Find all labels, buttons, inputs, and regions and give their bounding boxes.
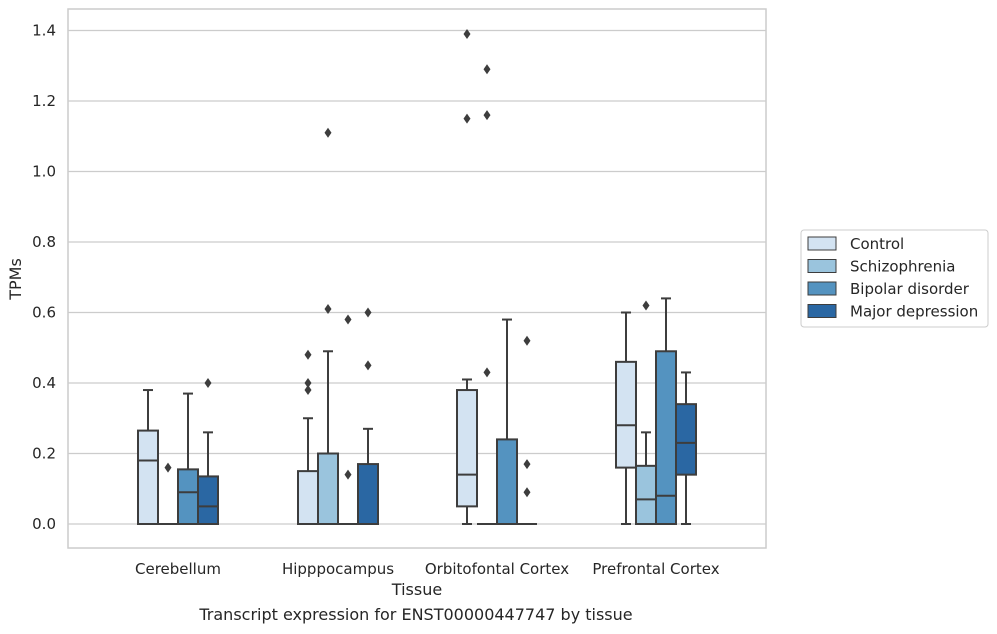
y-tick-label: 0.8 — [32, 233, 56, 251]
legend-swatch — [807, 236, 837, 251]
gridlines — [68, 29, 766, 525]
box — [177, 468, 199, 525]
outlier-point — [324, 127, 332, 138]
box — [297, 470, 319, 525]
y-axis-label: TPMs — [6, 258, 25, 301]
outlier-point — [324, 303, 332, 314]
outlier-point — [483, 110, 491, 121]
outlier-point — [523, 335, 531, 346]
legend-swatch — [807, 259, 837, 273]
series-bipolar-disorder — [177, 297, 677, 525]
box — [197, 475, 219, 526]
x-tick-label: Cerebellum — [135, 560, 221, 578]
x-tick-label: Orbitofontal Cortex — [425, 560, 569, 578]
outlier-point — [463, 29, 471, 40]
box — [496, 438, 518, 525]
outlier-point — [483, 367, 491, 378]
outlier-point — [463, 113, 471, 124]
legend-swatch — [807, 304, 837, 318]
outlier-point — [344, 314, 352, 325]
outlier-point — [304, 349, 312, 360]
legend-label: Major depression — [850, 303, 978, 321]
legend-label: Schizophrenia — [850, 258, 955, 276]
y-axis-ticks: 0.0 0.2 0.4 0.6 0.8 1.0 1.2 1.4 — [32, 22, 56, 534]
x-tick-label: Hipppocampus — [282, 560, 394, 578]
chart-caption: Transcript expression for ENST0000044774… — [199, 605, 633, 624]
y-tick-label: 1.4 — [32, 22, 56, 40]
outlier-point — [523, 487, 531, 498]
box — [357, 463, 379, 526]
outlier-point — [642, 300, 650, 311]
legend: Control Schizophrenia Bipolar disorder Majo… — [800, 229, 989, 328]
outlier-point — [344, 469, 352, 480]
y-tick-label: 1.0 — [32, 163, 56, 181]
outlier-point — [483, 64, 491, 75]
x-tick-label: Prefrontal Cortex — [592, 560, 719, 578]
outlier-point — [304, 385, 312, 396]
box — [456, 389, 478, 508]
outlier-point — [164, 462, 172, 473]
legend-swatch — [807, 281, 837, 296]
y-tick-label: 0.0 — [32, 515, 56, 533]
y-tick-label: 0.6 — [32, 304, 56, 322]
series-control — [137, 29, 637, 525]
outlier-point — [304, 378, 312, 388]
y-tick-label: 0.2 — [32, 445, 56, 463]
plot-frame — [67, 8, 767, 549]
x-axis-ticks: Cerebellum Hipppocampus Orbitofontal Corte… — [135, 560, 720, 578]
legend-label: Bipolar disorder — [850, 280, 970, 298]
legend-frame — [800, 229, 989, 328]
outlier-point — [364, 307, 372, 318]
series-schizophrenia — [158, 64, 657, 525]
y-tick-label: 0.4 — [32, 374, 56, 392]
outlier-point — [523, 459, 531, 470]
box — [635, 464, 657, 525]
box — [675, 403, 697, 476]
box — [137, 429, 159, 525]
legend-label: Control — [850, 235, 904, 253]
box — [655, 350, 677, 525]
y-tick-label: 1.2 — [32, 92, 56, 110]
outlier-point — [204, 378, 212, 388]
outlier-point — [364, 360, 372, 371]
x-axis-label: Tissue — [391, 580, 442, 599]
box — [615, 360, 637, 469]
box-series — [137, 29, 697, 526]
series-major-depression — [197, 307, 697, 526]
box — [317, 452, 339, 525]
